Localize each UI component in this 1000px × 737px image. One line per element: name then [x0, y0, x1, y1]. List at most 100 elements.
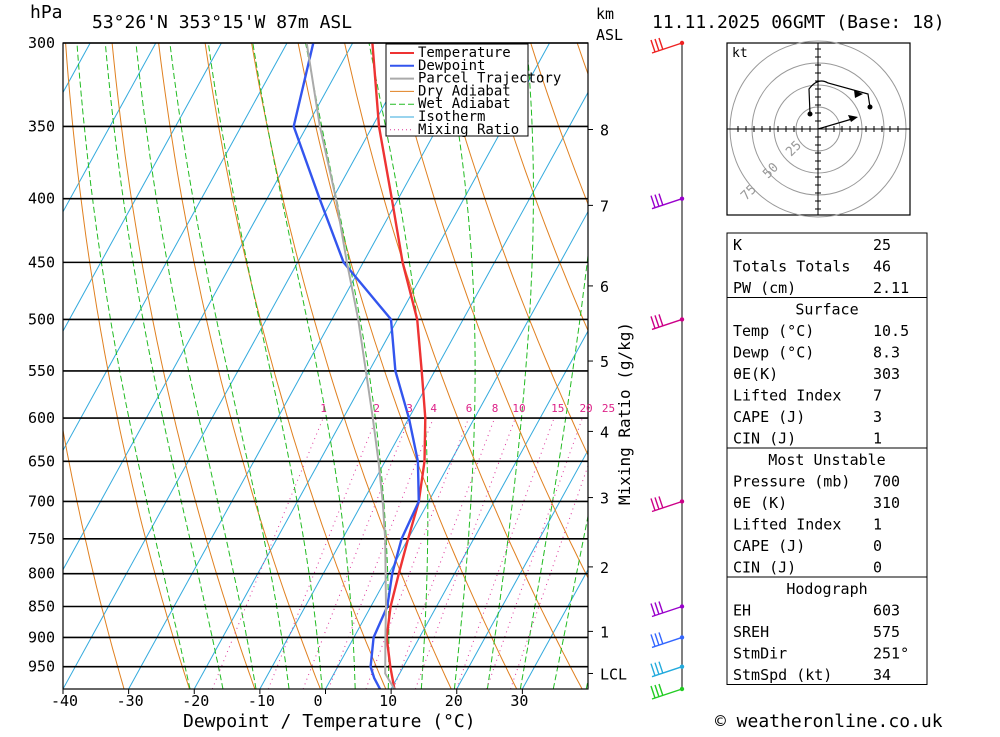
wind-barb	[650, 632, 683, 649]
height-tick-label: 6	[600, 278, 609, 296]
x-tick-label: -10	[248, 692, 275, 710]
location-title: 53°26'N 353°15'W 87m ASL	[92, 12, 352, 33]
wet-adiabat	[443, 43, 476, 689]
table-row-label: Temp (°C)	[733, 322, 814, 340]
legend-label: Mixing Ratio	[418, 122, 519, 138]
dry-adiabat	[483, 43, 588, 332]
hodograph-unit: kt	[732, 46, 748, 61]
table-row-label: Pressure (mb)	[733, 473, 850, 491]
table-row-label: Lifted Index	[733, 516, 841, 534]
legend-box	[385, 43, 529, 137]
table-row-value: 10.5	[873, 322, 909, 340]
mixing-ratio-label: 2	[373, 402, 380, 415]
table-row-value: 34	[873, 666, 891, 684]
wet-adiabat	[76, 43, 191, 689]
table-row-value: 3	[873, 408, 882, 426]
mixing-ratio-line	[510, 464, 588, 689]
height-tick-label: 8	[600, 121, 609, 139]
x-tick-label: 10	[379, 692, 397, 710]
pressure-unit-label: hPa	[30, 2, 63, 23]
table-row-label: CAPE (J)	[733, 408, 805, 426]
wind-barb	[650, 683, 683, 700]
pressure-label: 400	[28, 190, 55, 208]
table-row-label: SREH	[733, 623, 769, 641]
pressure-label: 450	[28, 253, 55, 271]
height-tick-label: 1	[600, 623, 609, 641]
height-tick-label: 2	[600, 559, 609, 577]
mixing-ratio-line	[365, 417, 470, 689]
mixing-ratio-label: 3	[406, 402, 413, 415]
mixing-ratio-line	[328, 417, 434, 689]
mixing-ratio-label: 10	[512, 402, 525, 415]
mixing-ratio-label: 8	[492, 402, 499, 415]
dry-adiabat	[996, 43, 1000, 689]
table-row-label: CIN (J)	[733, 430, 796, 448]
table-row-value: 303	[873, 365, 900, 383]
pressure-label: 650	[28, 452, 55, 470]
legend-label: Dewpoint	[418, 58, 485, 74]
wind-barb	[650, 601, 683, 618]
wind-barb	[650, 314, 683, 331]
profiles	[292, 43, 427, 689]
table-row-value: 575	[873, 623, 900, 641]
isotherm-line	[456, 449, 588, 689]
table-row-value: 603	[873, 602, 900, 620]
wind-barb	[650, 496, 683, 513]
x-tick-label: 30	[510, 692, 528, 710]
dry-adiabat	[204, 43, 387, 689]
datetime-title: 11.11.2025 06GMT (Base: 18)	[652, 12, 945, 33]
wet-adiabat	[169, 43, 290, 689]
isotherm-line	[259, 91, 588, 689]
dry-adiabat	[111, 43, 256, 689]
wet-adiabat	[552, 513, 588, 689]
table-row-label: CIN (J)	[733, 559, 796, 577]
pressure-label: 750	[28, 530, 55, 548]
height-unit-asl: ASL	[596, 26, 623, 44]
dry-adiabat	[297, 43, 518, 689]
table-row-value: 0	[873, 559, 882, 577]
indices-table: K 25 Totals Totals 46 PW (cm) 2.11 Surface Temp…	[726, 232, 928, 685]
wet-adiabat	[368, 43, 429, 689]
legend-label: Temperature	[418, 45, 511, 61]
isotherm-line	[193, 43, 550, 689]
height-tick-label: 3	[600, 490, 609, 508]
dry-adiabat	[63, 427, 125, 689]
dry-adiabat	[437, 43, 588, 457]
mixing-ratio-line	[486, 417, 583, 689]
table-row-label: Lifted Index	[733, 387, 841, 405]
mixing-ratio-label: 1	[320, 402, 327, 415]
isotherm-line	[128, 43, 485, 689]
mixing-ratio-axis-title: Mixing Ratio (g/kg)	[615, 322, 634, 505]
height-tick-label: 7	[600, 197, 609, 215]
legend-label: Parcel Trajectory	[418, 71, 561, 87]
table-row-label: Dewp (°C)	[733, 344, 814, 362]
table-row-value: 700	[873, 473, 900, 491]
table-row-label: θE(K)	[733, 365, 778, 383]
pressure-label: 700	[28, 492, 55, 510]
x-tick-label: 0	[314, 692, 323, 710]
mixing-ratio-line	[456, 417, 555, 689]
table-row-label: K	[733, 236, 742, 254]
wet-adiabat	[305, 43, 390, 689]
hodograph-start-dot	[807, 111, 813, 117]
mixing-ratio-label: 4	[430, 402, 437, 415]
x-axis-title: Dewpoint / Temperature (°C)	[183, 711, 476, 732]
legend-label: Isotherm	[418, 109, 485, 125]
isotherm-line	[63, 43, 288, 452]
isotherm-line	[63, 43, 354, 571]
isotherm-line	[521, 568, 588, 689]
pressure-label: 550	[28, 362, 55, 380]
isotherm-line	[0, 43, 25, 689]
table-row-value: 1	[873, 430, 882, 448]
background-lines	[0, 43, 1000, 689]
wet-adiabat	[519, 251, 588, 689]
hodograph-trace	[808, 80, 871, 115]
isotherm-line	[63, 43, 222, 333]
isotherm-line	[63, 43, 157, 213]
table-row-value: 25	[873, 236, 891, 254]
mixing-ratio-label: 15	[551, 402, 564, 415]
mixing-ratio-line	[267, 417, 377, 689]
